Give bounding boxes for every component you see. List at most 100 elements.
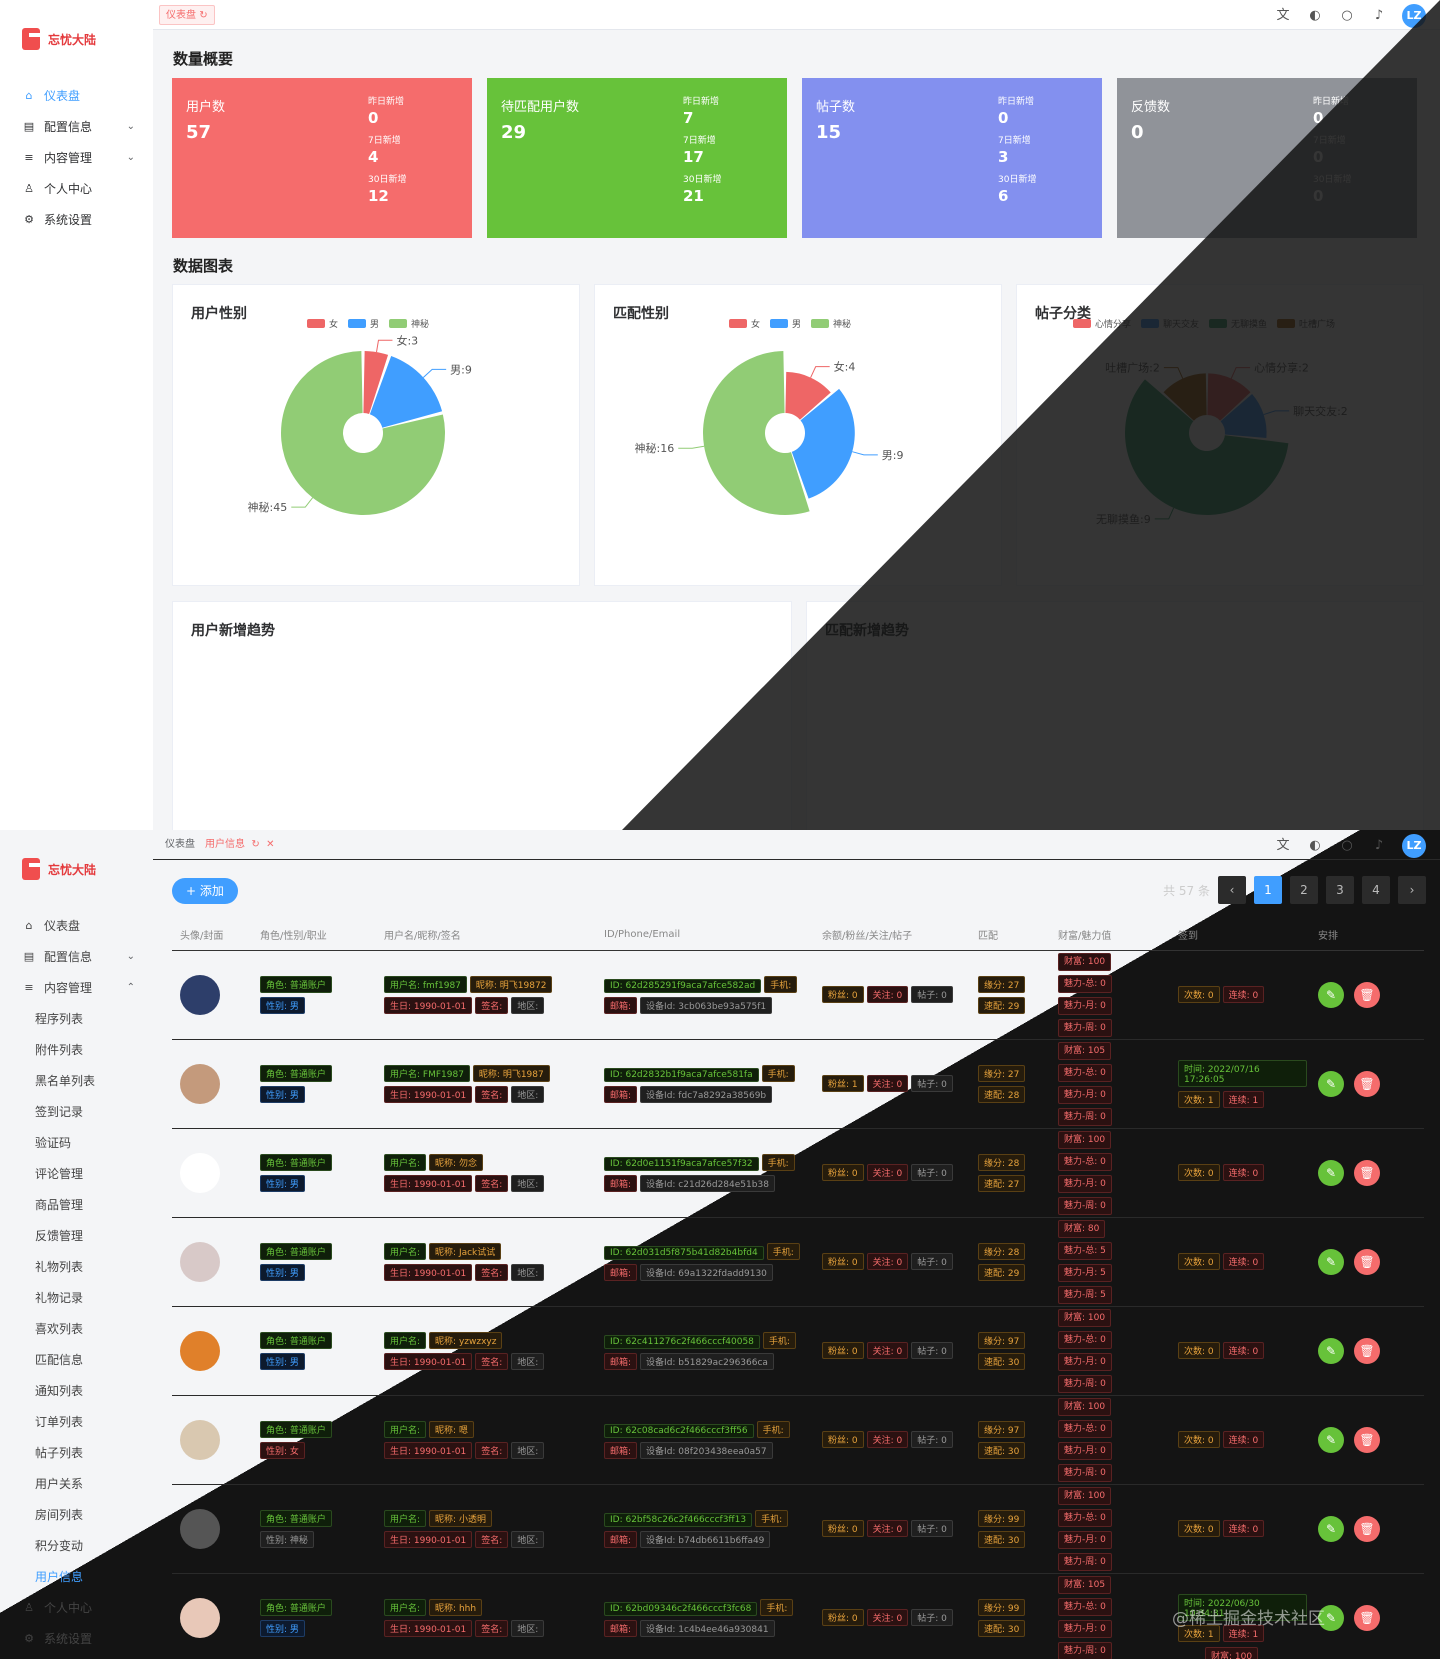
sidebar-item-2[interactable]: ≡ 内容管理 ⌄ [0, 142, 153, 173]
sidebar-item-4[interactable]: ⚙ 系统设置 [0, 204, 153, 235]
submenu-item[interactable]: 验证码 [35, 1136, 72, 1150]
bell-icon[interactable]: ♪ [1374, 8, 1384, 23]
submenu-item[interactable]: 喜欢列表 [35, 1322, 84, 1336]
submenu-item[interactable]: 帖子列表 [35, 1446, 84, 1460]
legend-item[interactable]: 神秘 [389, 317, 429, 330]
submenu-item[interactable]: 礼物记录 [35, 1291, 84, 1305]
edit-button[interactable]: ✎ [1318, 1515, 1344, 1542]
pie-slice[interactable] [1125, 379, 1289, 515]
theme-icon[interactable]: ◐ [1309, 838, 1321, 853]
submenu-item[interactable]: 评论管理 [35, 1167, 84, 1181]
delete-button[interactable]: 🗑 [1354, 1070, 1380, 1097]
bell-icon[interactable]: ♪ [1374, 838, 1384, 853]
page-3[interactable]: 3 [1326, 876, 1354, 904]
delete-button[interactable]: 🗑 [1354, 1159, 1380, 1186]
delete-button[interactable]: 🗑 [1354, 1426, 1380, 1453]
edit-button[interactable]: ✎ [1318, 1248, 1344, 1275]
sidebar-item-0[interactable]: ⌂ 仪表盘 [0, 80, 153, 111]
sidebar-item-0[interactable]: ⌂ 仪表盘 [0, 910, 153, 941]
delete-button[interactable]: 🗑 [1354, 981, 1380, 1008]
legend-item[interactable]: 男 [770, 317, 801, 330]
tab-dashboard[interactable]: 仪表盘 [165, 839, 195, 850]
search-icon[interactable]: ○ [1341, 838, 1353, 853]
submenu-item[interactable]: 匹配信息 [35, 1353, 84, 1367]
logo[interactable]: 忘忧大陆 [22, 28, 96, 50]
table-row[interactable]: 角色: 普通账户 性别: 男 用户名: 昵称: hhh 生日: 1990-01-01 签名… [172, 1573, 1424, 1659]
edit-button[interactable]: ✎ [1318, 1604, 1344, 1631]
submenu-item[interactable]: 通知列表 [35, 1384, 84, 1398]
sidebar-item-1[interactable]: ▤ 配置信息 ⌄ [0, 941, 153, 972]
delete-button[interactable]: 🗑 [1354, 1337, 1380, 1364]
translate-icon[interactable]: 文 [1276, 838, 1290, 853]
legend-item[interactable]: 聊天交友 [1141, 317, 1199, 330]
search-icon[interactable]: ○ [1341, 8, 1353, 23]
table-row[interactable]: 角色: 普通账户 性别: 男 用户名: 昵称: Jack试试 生日: 1990-01-0… [172, 1217, 1424, 1307]
avatar[interactable] [180, 1508, 220, 1549]
delete-button[interactable]: 🗑 [1354, 1248, 1380, 1275]
submenu-item[interactable]: 反馈管理 [35, 1229, 84, 1243]
theme-icon[interactable]: ◐ [1309, 8, 1321, 23]
tab-user-info[interactable]: 用户信息 ↻ ✕ [199, 835, 281, 855]
table-row[interactable]: 角色: 普通账户 性别: 女 用户名: 昵称: 嗯生日: 1990-01-01 签名: 地… [172, 1395, 1424, 1485]
avatar[interactable] [180, 974, 220, 1015]
avatar[interactable] [180, 1063, 220, 1104]
page-1[interactable]: 1 [1254, 876, 1282, 904]
tab-dashboard[interactable]: 仪表盘 ↻ [159, 5, 215, 25]
avatar[interactable]: LZ [1402, 834, 1426, 858]
submenu-item[interactable]: 附件列表 [35, 1043, 84, 1057]
edit-button[interactable]: ✎ [1318, 1070, 1344, 1097]
submenu-item[interactable]: 积分变动 [35, 1539, 84, 1553]
edit-button[interactable]: ✎ [1318, 1337, 1344, 1364]
next-page-button[interactable]: › [1398, 876, 1426, 904]
submenu-item[interactable]: 程序列表 [35, 1012, 84, 1026]
edit-button[interactable]: ✎ [1318, 1426, 1344, 1453]
legend-item[interactable]: 吐槽广场 [1277, 317, 1335, 330]
edit-button[interactable]: ✎ [1318, 981, 1344, 1008]
translate-icon[interactable]: 文 [1276, 8, 1290, 23]
legend-item[interactable]: 心情分享 [1073, 317, 1131, 330]
avatar[interactable] [180, 1152, 220, 1193]
add-button[interactable]: + 添加 [172, 878, 238, 904]
avatar[interactable] [180, 1330, 220, 1371]
sidebar-item-2[interactable]: ≡ 内容管理 ⌃ [0, 972, 153, 1003]
legend-item[interactable]: 女 [307, 317, 338, 330]
submenu-item[interactable]: 用户信息 [35, 1570, 84, 1584]
refresh-icon[interactable]: ↻ [251, 839, 260, 850]
table-row[interactable]: 角色: 普通账户 性别: 男 用户名: 昵称: 勿念 生日: 1990-01-01 签名:… [172, 1128, 1424, 1218]
pie-slice[interactable] [363, 351, 389, 414]
page-2[interactable]: 2 [1290, 876, 1318, 904]
close-icon[interactable]: ✕ [266, 839, 275, 850]
legend-item[interactable]: 女 [729, 317, 760, 330]
pie-slice[interactable] [369, 355, 443, 428]
refresh-icon[interactable]: ↻ [199, 10, 208, 21]
table-row[interactable]: 角色: 普通账户 性别: 男 用户名: fmf1987 昵称: 明飞19872 生日: … [172, 950, 1424, 1040]
avatar[interactable] [180, 1597, 220, 1638]
sidebar-item-after-1[interactable]: ⚙ 系统设置 [0, 1623, 153, 1654]
table-row[interactable]: 角色: 普通账户 性别: 男 用户名: FMF1987 昵称: 明飞1987 生日: 1… [172, 1039, 1424, 1129]
submenu-item[interactable]: 黑名单列表 [35, 1074, 96, 1088]
avatar[interactable] [180, 1241, 220, 1282]
prev-page-button[interactable]: ‹ [1218, 876, 1246, 904]
delete-button[interactable]: 🗑 [1354, 1604, 1380, 1631]
edit-button[interactable]: ✎ [1318, 1159, 1344, 1186]
page-4[interactable]: 4 [1362, 876, 1390, 904]
logo[interactable]: 忘忧大陆 [22, 858, 96, 880]
delete-button[interactable]: 🗑 [1354, 1515, 1380, 1542]
submenu-item[interactable]: 房间列表 [35, 1508, 84, 1522]
submenu-item[interactable]: 礼物列表 [35, 1260, 84, 1274]
sidebar-item-3[interactable]: ♙ 个人中心 [0, 173, 153, 204]
legend-item[interactable]: 神秘 [811, 317, 851, 330]
legend-item[interactable]: 无聊摸鱼 [1209, 317, 1267, 330]
table-row[interactable]: 角色: 普通账户 性别: 男 用户名: 昵称: yzwzxyz 生日: 1990-01-… [172, 1306, 1424, 1396]
submenu-item[interactable]: 用户关系 [35, 1477, 84, 1491]
submenu-item[interactable]: 商品管理 [35, 1198, 84, 1212]
submenu-item[interactable]: 订单列表 [35, 1415, 84, 1429]
avatar[interactable]: LZ [1402, 4, 1426, 28]
sidebar-item-1[interactable]: ▤ 配置信息 ⌄ [0, 111, 153, 142]
avatar[interactable] [180, 1419, 220, 1460]
sidebar-item-after-0[interactable]: ♙ 个人中心 [0, 1592, 153, 1623]
table-row[interactable]: 角色: 普通账户 性别: 神秘 用户名: 昵称: 小透明 生日: 1990-01-01 签… [172, 1484, 1424, 1574]
legend-item[interactable]: 男 [348, 317, 379, 330]
pie-slice[interactable] [281, 351, 446, 515]
submenu-item[interactable]: 签到记录 [35, 1105, 84, 1119]
